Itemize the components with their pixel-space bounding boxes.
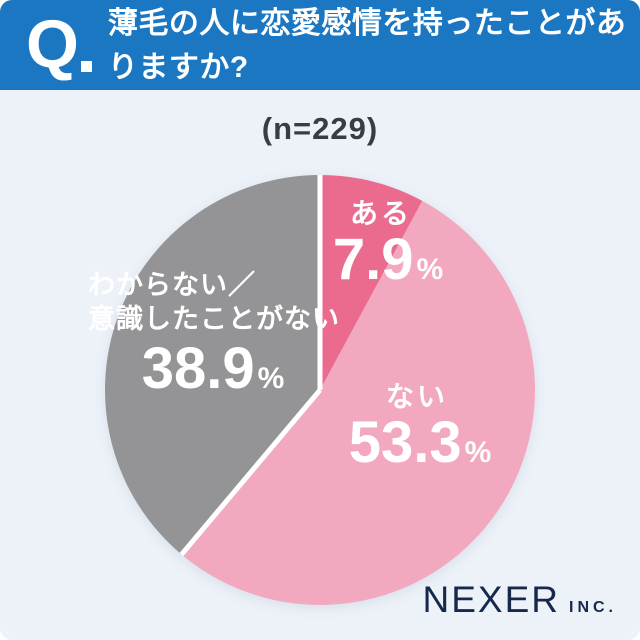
slice-separator: [179, 388, 322, 557]
question-text: 薄毛の人に恋愛感情を持ったことがありますか?: [107, 7, 627, 84]
slice-value-wakaranai-number: 38.9: [141, 336, 255, 401]
q-mark-logo: Q: [26, 6, 92, 83]
pie-slice: [105, 175, 320, 555]
percent-sign: %: [464, 436, 492, 469]
slice-label-wakaranai-line2: 意識したことがない: [88, 304, 340, 334]
slice-value-nai: 53.3%: [330, 412, 510, 489]
slice-label-wakaranai: わからない／ 意識したことがない: [88, 268, 340, 336]
pie-svg: [105, 175, 535, 605]
brand-logo: NEXER INC.: [423, 579, 617, 621]
q-period-dot: [80, 60, 92, 72]
slice-value-aru-number: 7.9: [332, 227, 414, 292]
q-letter: Q: [26, 6, 79, 83]
slice-label-nai: ない: [385, 381, 448, 412]
pie-chart: [105, 175, 535, 605]
sample-size-label: (n=229): [261, 111, 379, 146]
slice-label-aru: ある: [349, 198, 412, 229]
slice-value-nai-number: 53.3: [348, 410, 462, 475]
percent-sign: %: [257, 362, 285, 395]
percent-sign: %: [416, 253, 444, 286]
slice-label-wakaranai-line1: わからない／: [88, 270, 256, 300]
question-header: Q 薄毛の人に恋愛感情を持ったことがありますか?: [0, 0, 640, 90]
slice-value-aru: 7.9%: [318, 229, 458, 306]
slice-value-wakaranai: 38.9%: [113, 338, 313, 415]
brand-suffix: INC.: [569, 599, 617, 616]
brand-name: NEXER: [422, 579, 560, 620]
pie-slice: [181, 200, 535, 605]
pie-slice: [320, 175, 423, 390]
